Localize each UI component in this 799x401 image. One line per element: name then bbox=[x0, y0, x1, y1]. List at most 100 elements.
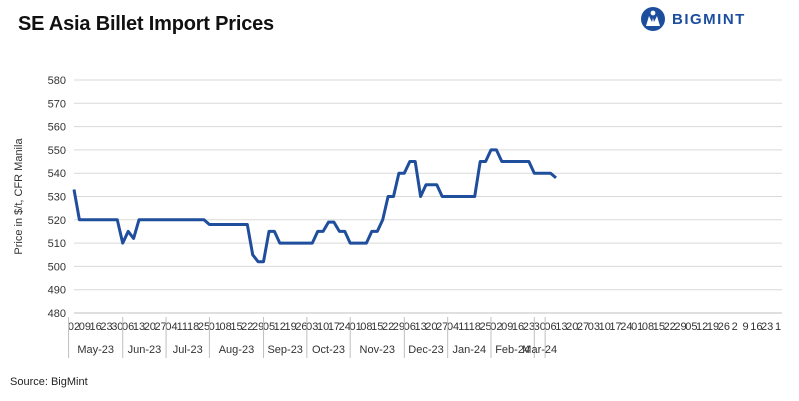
x-tick-label: 25 bbox=[198, 321, 210, 333]
month-label: Nov-23 bbox=[360, 344, 395, 356]
month-label: Mar-24 bbox=[522, 344, 557, 356]
x-tick-label: 09 bbox=[501, 321, 513, 333]
x-tick-label: 12 bbox=[274, 321, 286, 333]
y-tick-label: 530 bbox=[48, 192, 66, 204]
x-tick-label: 23 bbox=[100, 321, 112, 333]
month-label: Jan-24 bbox=[453, 344, 487, 356]
x-tick-label: 24 bbox=[339, 321, 351, 333]
y-tick-label: 490 bbox=[48, 285, 66, 297]
source-note: Source: BigMint bbox=[10, 376, 88, 388]
x-tick-label: 2 bbox=[732, 321, 738, 333]
x-tick-label: 08 bbox=[642, 321, 654, 333]
x-tick-label: 08 bbox=[220, 321, 232, 333]
x-tick-label: 18 bbox=[187, 321, 199, 333]
bigmint-logo: BIGMINT bbox=[640, 6, 746, 32]
x-tick-label: 22 bbox=[664, 321, 676, 333]
grid-lines bbox=[74, 79, 782, 314]
price-series-line bbox=[72, 148, 557, 264]
x-tick-label: 17 bbox=[609, 321, 621, 333]
x-tick-label: 16 bbox=[512, 321, 524, 333]
y-tick-label: 500 bbox=[48, 261, 66, 273]
x-tick-label: 06 bbox=[404, 321, 416, 333]
x-tick-label: 15 bbox=[230, 321, 242, 333]
x-tick-label: 16 bbox=[90, 321, 102, 333]
x-tick-label: 06 bbox=[544, 321, 556, 333]
x-tick-label: 02 bbox=[490, 321, 502, 333]
y-tick-label: 580 bbox=[48, 75, 66, 87]
x-tick-label: 01 bbox=[209, 321, 221, 333]
x-axis: 0209162330061320270411182501081522290512… bbox=[68, 312, 782, 333]
month-label: May-23 bbox=[77, 344, 114, 356]
y-tick-label: 570 bbox=[48, 98, 66, 110]
month-label: Aug-23 bbox=[219, 344, 254, 356]
month-label: Feb-24 bbox=[495, 344, 530, 356]
x-tick-label: 1 bbox=[775, 321, 781, 333]
x-tick-label: 12 bbox=[696, 321, 708, 333]
x-tick-label: 26 bbox=[295, 321, 307, 333]
x-tick-label: 23 bbox=[523, 321, 535, 333]
x-tick-label: 22 bbox=[241, 321, 253, 333]
x-tick-label: 27 bbox=[436, 321, 448, 333]
x-tick-label: 29 bbox=[674, 321, 686, 333]
y-tick-label: 480 bbox=[48, 308, 66, 320]
y-tick-label: 560 bbox=[48, 122, 66, 134]
x-tick-label: 03 bbox=[306, 321, 318, 333]
x-tick-label: 20 bbox=[566, 321, 578, 333]
x-tick-label: 09 bbox=[79, 321, 91, 333]
x-tick-label: 18 bbox=[469, 321, 481, 333]
x-tick-label: 17 bbox=[328, 321, 340, 333]
x-tick-label: 30 bbox=[534, 321, 546, 333]
x-tick-label: 01 bbox=[349, 321, 361, 333]
chart-title: SE Asia Billet Import Prices bbox=[18, 13, 274, 35]
x-tick-label: 9 bbox=[742, 321, 748, 333]
month-label: Jul-23 bbox=[173, 344, 203, 356]
y-tick-label: 520 bbox=[48, 215, 66, 227]
x-tick-label: 04 bbox=[165, 321, 177, 333]
x-tick-label: 04 bbox=[447, 321, 459, 333]
x-tick-label: 03 bbox=[588, 321, 600, 333]
x-tick-label: 13 bbox=[414, 321, 426, 333]
x-tick-label: 11 bbox=[458, 321, 469, 333]
y-axis-title: Price in $/t, CFR Manila bbox=[13, 138, 25, 255]
month-label: Oct-23 bbox=[312, 344, 345, 356]
x-tick-label: 24 bbox=[620, 321, 632, 333]
x-tick-label: 20 bbox=[144, 321, 156, 333]
x-tick-label: 22 bbox=[382, 321, 394, 333]
y-tick-label: 510 bbox=[48, 238, 66, 250]
month-label: Dec-23 bbox=[408, 344, 443, 356]
y-tick-label: 550 bbox=[48, 145, 66, 157]
x-tick-label: 11 bbox=[177, 321, 188, 333]
month-labels: May-23 Jun-23 Jul-23 Aug-23 Sep-23 Oct-23 Nov-… bbox=[68, 317, 557, 358]
x-tick-label: 25 bbox=[479, 321, 491, 333]
y-tick-label: 540 bbox=[48, 168, 66, 180]
x-tick-label: 05 bbox=[685, 321, 697, 333]
x-tick-label: 27 bbox=[155, 321, 167, 333]
x-tick-label: 19 bbox=[707, 321, 719, 333]
x-tick-label: 26 bbox=[718, 321, 730, 333]
x-tick-label: 08 bbox=[360, 321, 372, 333]
x-tick-label: 23 bbox=[761, 321, 773, 333]
x-tick-label: 15 bbox=[371, 321, 383, 333]
x-tick-label: 06 bbox=[122, 321, 134, 333]
x-tick-label: 01 bbox=[631, 321, 643, 333]
x-tick-label: 13 bbox=[555, 321, 567, 333]
x-tick-label: 19 bbox=[284, 321, 296, 333]
x-tick-label: 10 bbox=[599, 321, 611, 333]
x-tick-label: 02 bbox=[68, 321, 80, 333]
x-tick-label: 10 bbox=[317, 321, 329, 333]
x-tick-label: 29 bbox=[252, 321, 264, 333]
x-tick-label: 13 bbox=[133, 321, 145, 333]
x-tick-label: 15 bbox=[653, 321, 665, 333]
y-axis: 480 490 500 510 520 530 540 550 560 570 580 bbox=[48, 75, 66, 320]
month-label: Jun-23 bbox=[128, 344, 162, 356]
x-tick-label: 20 bbox=[425, 321, 437, 333]
x-tick-label: 27 bbox=[577, 321, 589, 333]
x-tick-label: 16 bbox=[750, 321, 762, 333]
bigmint-logo-icon bbox=[641, 7, 665, 31]
x-tick-label: 30 bbox=[111, 321, 123, 333]
x-tick-label: 29 bbox=[393, 321, 405, 333]
month-label: Sep-23 bbox=[267, 344, 302, 356]
logo-text: BIGMINT bbox=[672, 10, 746, 28]
x-tick-label: 05 bbox=[263, 321, 275, 333]
